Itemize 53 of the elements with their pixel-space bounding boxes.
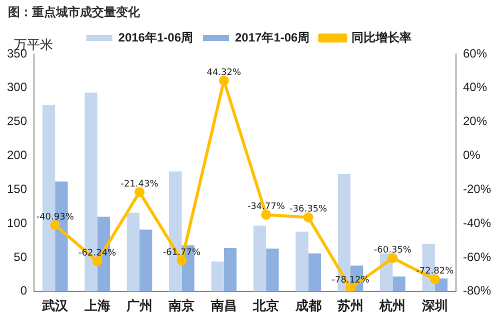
bar [224,248,237,292]
x-tick-label: 武汉 [41,298,70,313]
x-tick-label: 南昌 [210,298,237,313]
point [388,253,398,264]
data-label: -36.35% [290,204,328,215]
point [218,76,229,86]
point [50,220,60,230]
y2-tick-label: 40% [462,80,488,94]
point [261,210,272,220]
legend-label: 同比增长率 [352,30,412,44]
y-tick-label: 100 [6,216,28,230]
data-label: -60.35% [374,245,412,256]
x-tick-label: 上海 [83,298,110,313]
x-tick-label: 苏州 [336,298,364,313]
y-tick-label: 200 [6,148,28,162]
chart-title: 图：重点城市成交量变化 [8,4,140,21]
bar [266,248,279,292]
y2-tick-label: -40% [462,216,492,230]
bar [126,212,140,292]
x-tick-label: 北京 [252,298,280,313]
x-tick-label: 深圳 [420,298,448,313]
point [430,274,440,284]
y-tick-label: 250 [6,114,28,128]
point [176,255,187,266]
x-tick-label: 杭州 [378,298,406,313]
legend-label: 2017年1-06周 [235,30,310,44]
bar [308,253,321,292]
point [345,283,356,292]
y-tick-label: 300 [6,80,28,94]
y2-tick-label: 20% [462,114,488,128]
point [303,212,314,222]
bar [253,226,266,292]
y-tick-label: 150 [6,182,28,196]
data-label: 44.32% [206,68,242,78]
y-tick-label: 50 [14,250,28,264]
data-label: -21.43% [120,179,159,190]
x-tick-label: 广州 [126,298,153,313]
legend-label: 2016年1-06周 [118,30,194,44]
x-tick-label: 南京 [168,298,195,313]
y2-tick-label: 60% [462,46,488,60]
x-tick-label: 成都 [294,298,322,313]
point [92,256,102,266]
y2-tick-label: -20% [462,182,492,196]
bar [392,276,406,292]
y2-tick-label: -80% [462,284,492,298]
point [134,187,145,198]
y2-tick-label: -60% [462,250,492,264]
bar [211,262,224,292]
bar [140,230,152,292]
y2-tick-label: 0% [462,148,481,162]
data-label: -40.93% [36,212,74,222]
bar [296,232,308,292]
y-tick-label: 0 [20,284,28,298]
